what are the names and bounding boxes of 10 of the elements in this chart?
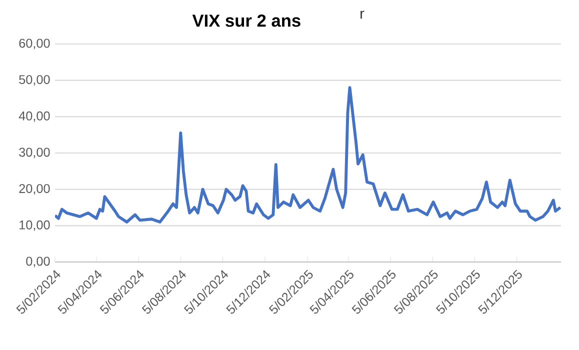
line-series xyxy=(55,86,561,224)
chart-title: VIX sur 2 ans xyxy=(192,14,300,27)
y-tick-label: 10,00 xyxy=(20,220,50,231)
y-tick-label: 60,00 xyxy=(19,38,50,50)
y-tick-label: 30,00 xyxy=(19,148,50,158)
y-tick-label: 40,00 xyxy=(18,111,50,122)
y-tick-label: 50,00 xyxy=(19,75,50,86)
y-tick-label: 20,00 xyxy=(19,184,50,195)
y-tick-label: 0,00 xyxy=(26,256,50,268)
text: r xyxy=(360,10,364,19)
